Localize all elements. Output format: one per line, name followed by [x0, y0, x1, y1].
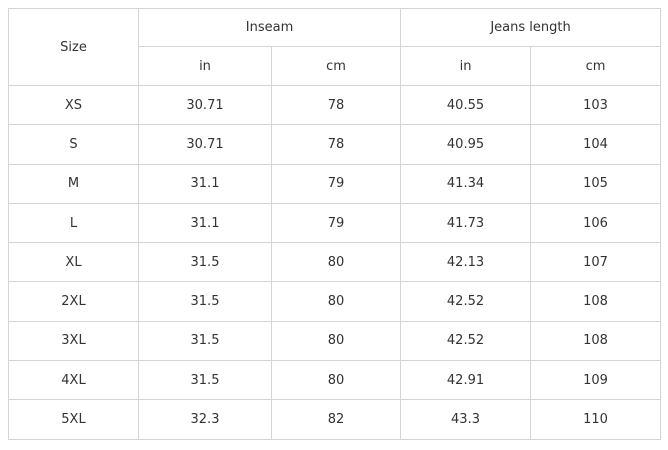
value-cell: 42.52 — [400, 281, 532, 322]
value-cell: 30.71 — [138, 124, 272, 165]
header-cell: Jeans length — [400, 8, 662, 47]
table-row: L 31.1 79 41.73 106 — [8, 202, 662, 244]
table-row: 4XL 31.5 80 42.91 109 — [8, 360, 662, 401]
value-cell: 42.91 — [400, 360, 532, 401]
size-table-wrapper: Size Inseam Jeans length in cm in cm XS 3… — [8, 8, 662, 440]
size-cell: S — [8, 124, 139, 165]
value-cell: 107 — [530, 242, 662, 283]
value-cell: 41.34 — [400, 163, 532, 204]
value-cell: 104 — [530, 124, 662, 165]
value-cell: 31.5 — [138, 360, 272, 401]
value-cell: 42.13 — [400, 242, 532, 283]
value-cell: 30.71 — [138, 84, 272, 126]
value-cell: 42.52 — [400, 320, 532, 362]
value-cell: 105 — [530, 163, 662, 204]
value-cell: 103 — [530, 84, 662, 126]
table-row: XL 31.5 80 42.13 107 — [8, 242, 662, 283]
value-cell: 109 — [530, 360, 662, 401]
value-cell: 31.5 — [138, 242, 272, 283]
table-row: 2XL 31.5 80 42.52 108 — [8, 281, 662, 322]
value-cell: 31.5 — [138, 320, 272, 362]
size-cell: 2XL — [8, 281, 139, 322]
value-cell: 82 — [270, 399, 402, 440]
table-row: 5XL 32.3 82 43.3 110 — [8, 399, 662, 440]
header-row: Size Inseam Jeans length — [8, 8, 662, 86]
table-row: XS 30.71 78 40.55 103 — [8, 84, 662, 126]
table-body: XS 30.71 78 40.55 103 S 30.71 78 40.95 104 M 31.1 79… — [8, 84, 662, 440]
size-cell: M — [8, 163, 139, 204]
table-row: 3XL 31.5 80 42.52 108 — [8, 320, 662, 362]
value-cell: 40.55 — [400, 84, 532, 126]
value-cell: 80 — [270, 320, 402, 362]
value-cell: 41.73 — [400, 202, 532, 244]
table-row: S 30.71 78 40.95 104 — [8, 124, 662, 165]
value-cell: 108 — [530, 320, 662, 362]
value-cell: 108 — [530, 281, 662, 322]
value-cell: 110 — [530, 399, 662, 440]
header-row: in cm in cm — [9, 46, 662, 86]
value-cell: 40.95 — [400, 124, 532, 165]
value-cell: 79 — [270, 163, 402, 204]
size-cell: 5XL — [8, 399, 139, 440]
table-row: M 31.1 79 41.34 105 — [8, 163, 662, 204]
value-cell: 79 — [270, 202, 402, 244]
size-cell: L — [8, 202, 139, 244]
value-cell: 80 — [270, 281, 402, 322]
header-cell: Size — [8, 8, 139, 86]
value-cell: 78 — [270, 84, 402, 126]
value-cell: 80 — [270, 242, 402, 283]
value-cell: 31.5 — [138, 281, 272, 322]
size-cell: 3XL — [8, 320, 139, 362]
value-cell: 31.1 — [138, 202, 272, 244]
value-cell: 80 — [270, 360, 402, 401]
value-cell: 43.3 — [400, 399, 532, 440]
size-cell: 4XL — [8, 360, 139, 401]
size-table: Size Inseam Jeans length in cm in cm XS 3… — [8, 8, 662, 440]
size-cell: XS — [8, 84, 139, 126]
value-cell: 106 — [530, 202, 662, 244]
size-cell: XL — [8, 242, 139, 283]
unit-cell: in — [138, 46, 272, 86]
unit-cell: in — [400, 46, 532, 86]
unit-cell: cm — [270, 46, 402, 86]
value-cell: 78 — [270, 124, 402, 165]
value-cell: 31.1 — [138, 163, 272, 204]
value-cell: 32.3 — [138, 399, 272, 440]
header-cell: Inseam — [137, 8, 402, 47]
unit-cell: cm — [530, 46, 662, 86]
